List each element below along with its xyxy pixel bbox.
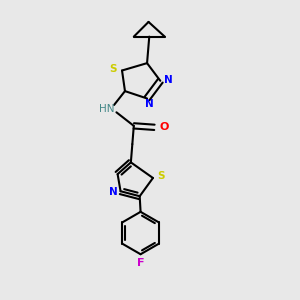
Text: S: S	[110, 64, 117, 74]
Text: S: S	[158, 172, 165, 182]
Text: N: N	[109, 187, 118, 197]
Text: O: O	[159, 122, 169, 132]
Text: HN: HN	[99, 104, 115, 114]
Text: F: F	[137, 258, 144, 268]
Text: N: N	[164, 75, 173, 85]
Text: N: N	[145, 99, 154, 109]
